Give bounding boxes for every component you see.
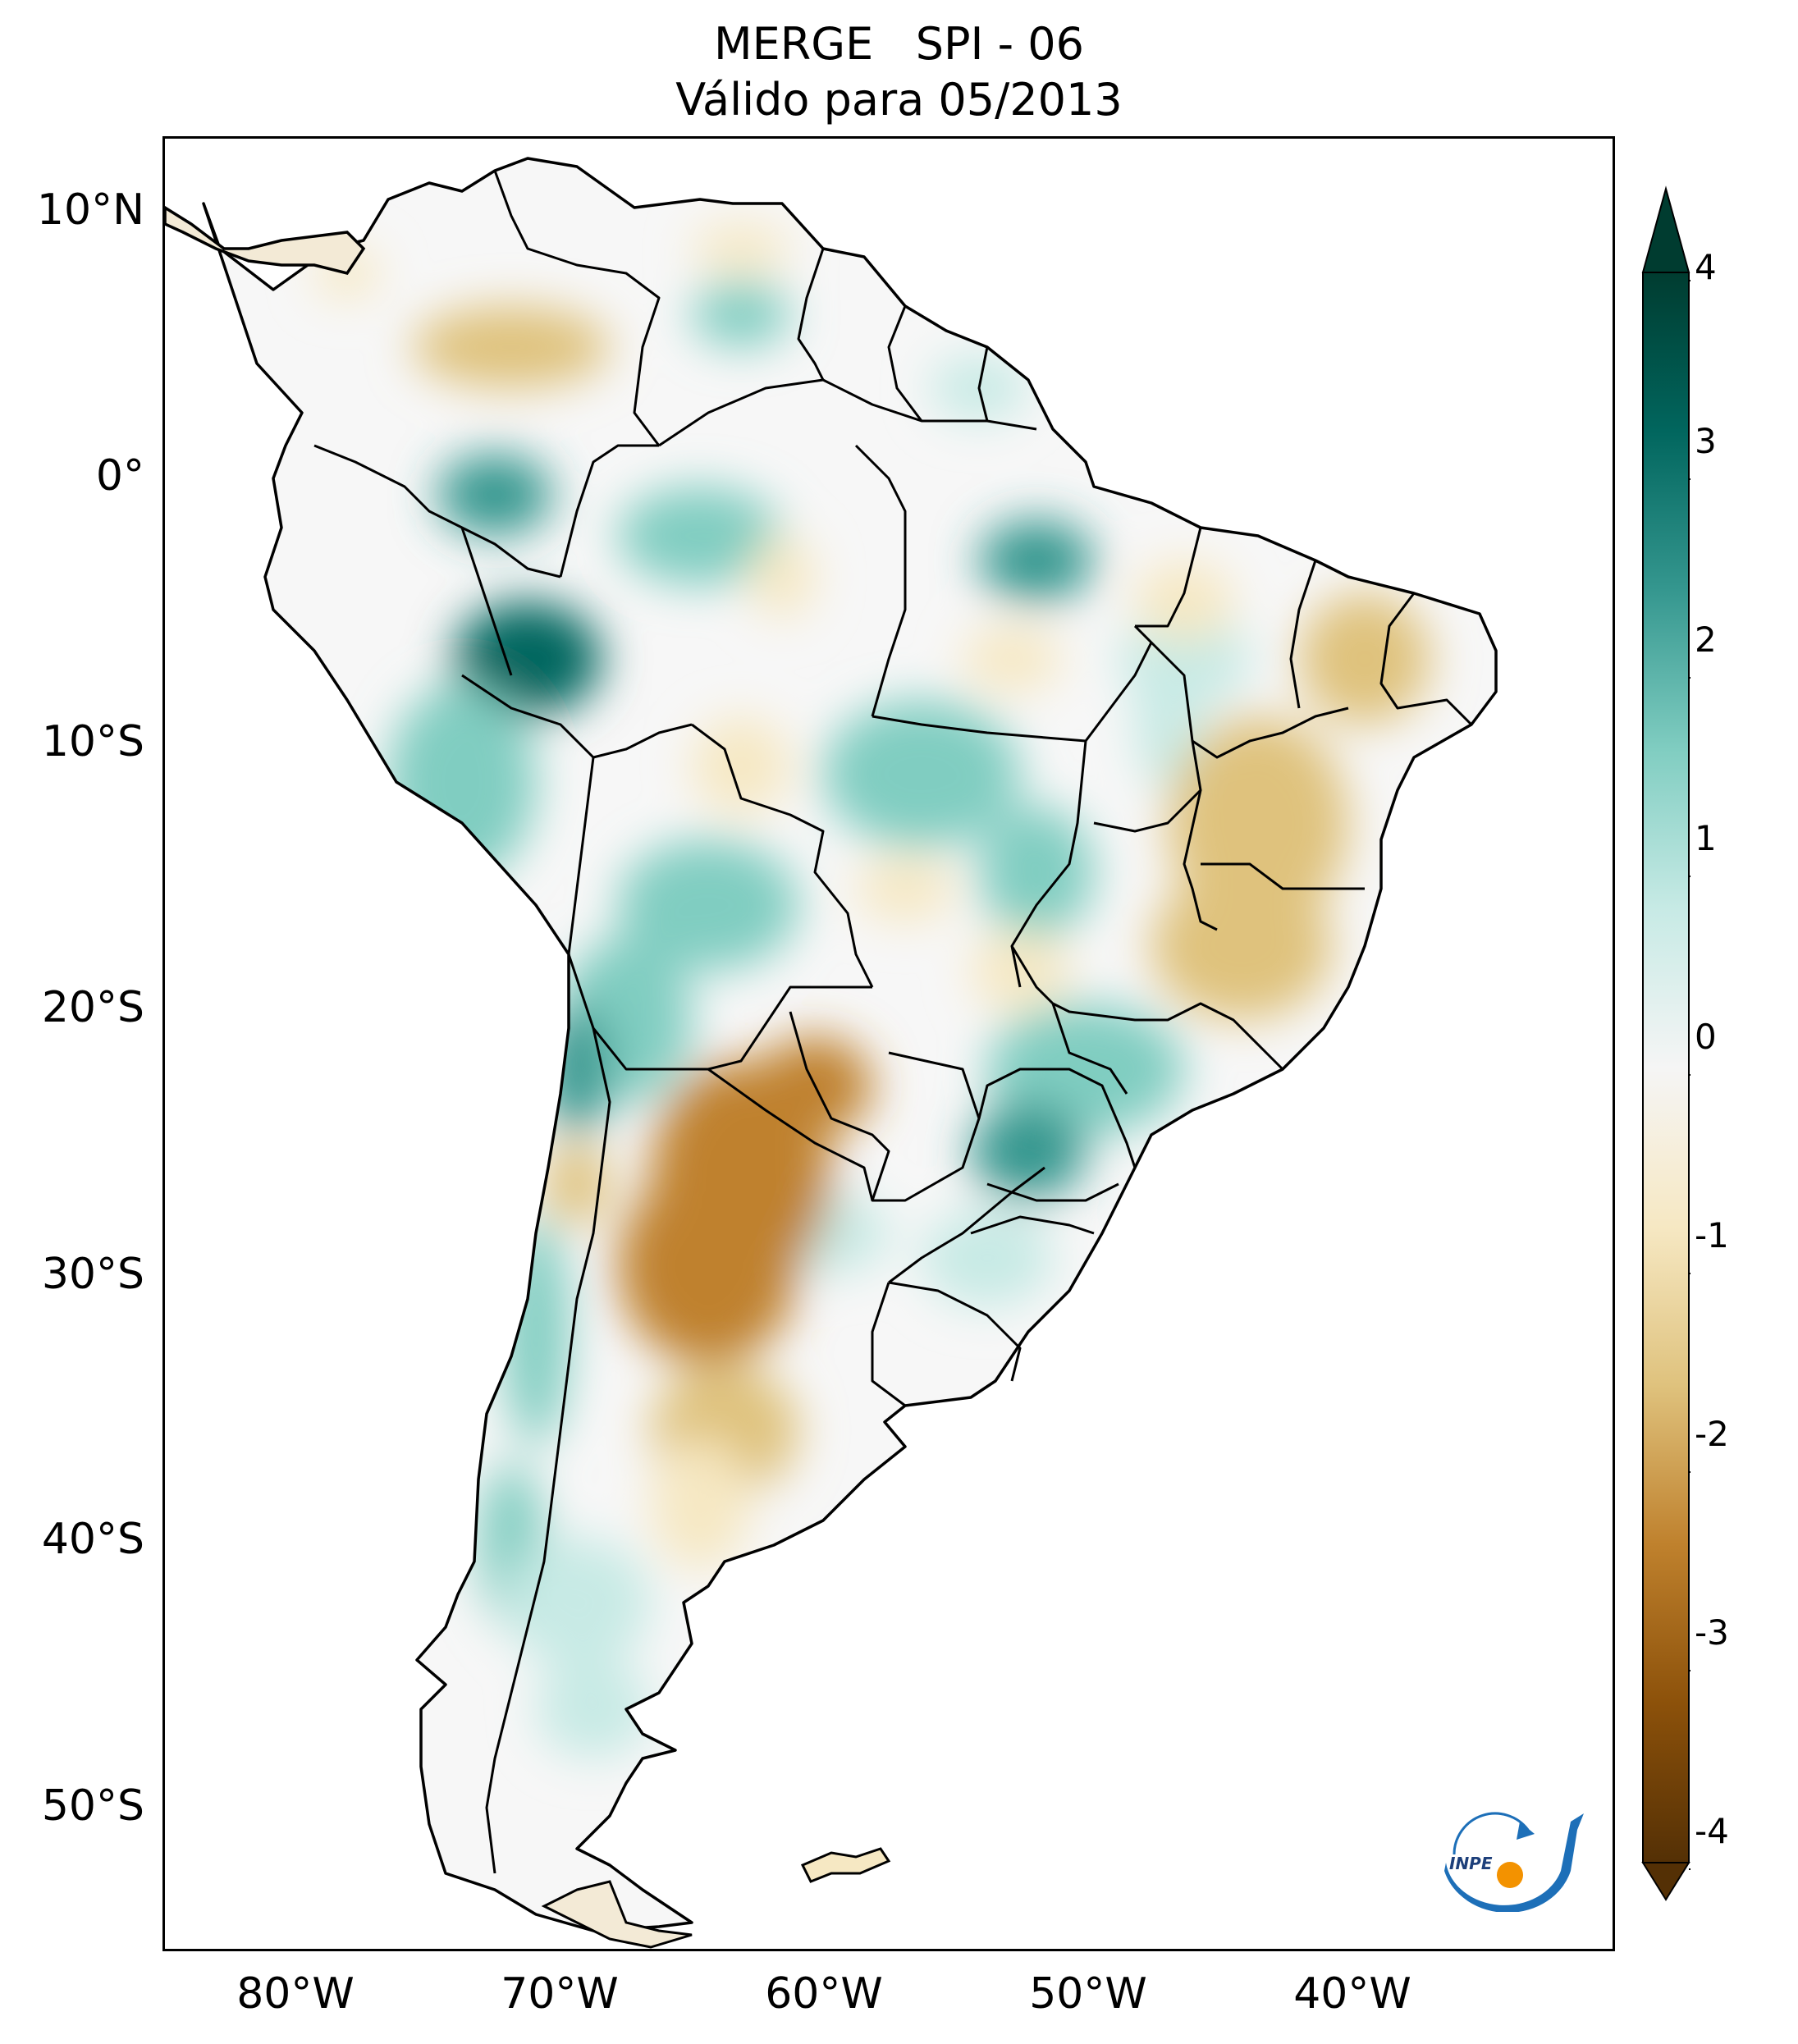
colorbar-extend-bottom xyxy=(1641,1862,1690,1901)
colorbar-tick-2: 2 xyxy=(1695,620,1717,660)
lon-label-70w: 70°W xyxy=(501,1969,619,2019)
falkland-islands xyxy=(800,1847,891,1883)
lat-label-30s: 30°S xyxy=(41,1250,144,1299)
tierra-del-fuego xyxy=(541,1880,693,1949)
lon-label-80w: 80°W xyxy=(236,1969,355,2019)
colorbar-ticks xyxy=(1689,280,1690,1870)
central-america-outline xyxy=(165,205,366,275)
chart-title: MERGE SPI - 06 xyxy=(714,18,1084,70)
continent-outline xyxy=(202,157,1498,1932)
colorbar-tick-minus-4: -4 xyxy=(1695,1811,1729,1851)
colorbar-tick-minus-2: -2 xyxy=(1695,1414,1729,1454)
chart-subtitle: Válido para 05/2013 xyxy=(675,74,1123,126)
colorbar-segments xyxy=(1641,185,1690,1901)
lon-label-60w: 60°W xyxy=(765,1969,883,2019)
spi-map xyxy=(165,157,1498,1949)
lat-label-0: 0° xyxy=(95,451,144,501)
lat-label-10s: 10°S xyxy=(41,717,144,766)
colorbar-tick-1: 1 xyxy=(1695,818,1717,858)
map-frame xyxy=(162,136,1615,1951)
spi-field xyxy=(314,224,1430,1758)
colorbar-tick-4: 4 xyxy=(1695,247,1717,287)
lon-label-50w: 50°W xyxy=(1029,1969,1147,2019)
country-borders xyxy=(313,170,1473,1874)
lat-label-50s: 50°S xyxy=(41,1781,144,1831)
colorbar-tick-minus-1: -1 xyxy=(1695,1215,1729,1255)
inpe-logo: INPE xyxy=(1444,1812,1584,1912)
colorbar-tick-0: 0 xyxy=(1695,1017,1717,1057)
lat-label-10n: 10°N xyxy=(36,185,144,235)
lat-label-20s: 20°S xyxy=(41,983,144,1032)
colorbar xyxy=(1641,185,1690,1901)
colorbar-tick-3: 3 xyxy=(1695,421,1717,461)
svg-text:INPE: INPE xyxy=(1449,1854,1493,1873)
land-area xyxy=(204,158,1496,1931)
colorbar-tick-minus-3: -3 xyxy=(1695,1612,1729,1653)
lon-label-40w: 40°W xyxy=(1293,1969,1411,2019)
lat-label-40s: 40°S xyxy=(41,1515,144,1564)
colorbar-extend-top xyxy=(1641,185,1690,273)
colorbar-body xyxy=(1642,272,1690,1863)
